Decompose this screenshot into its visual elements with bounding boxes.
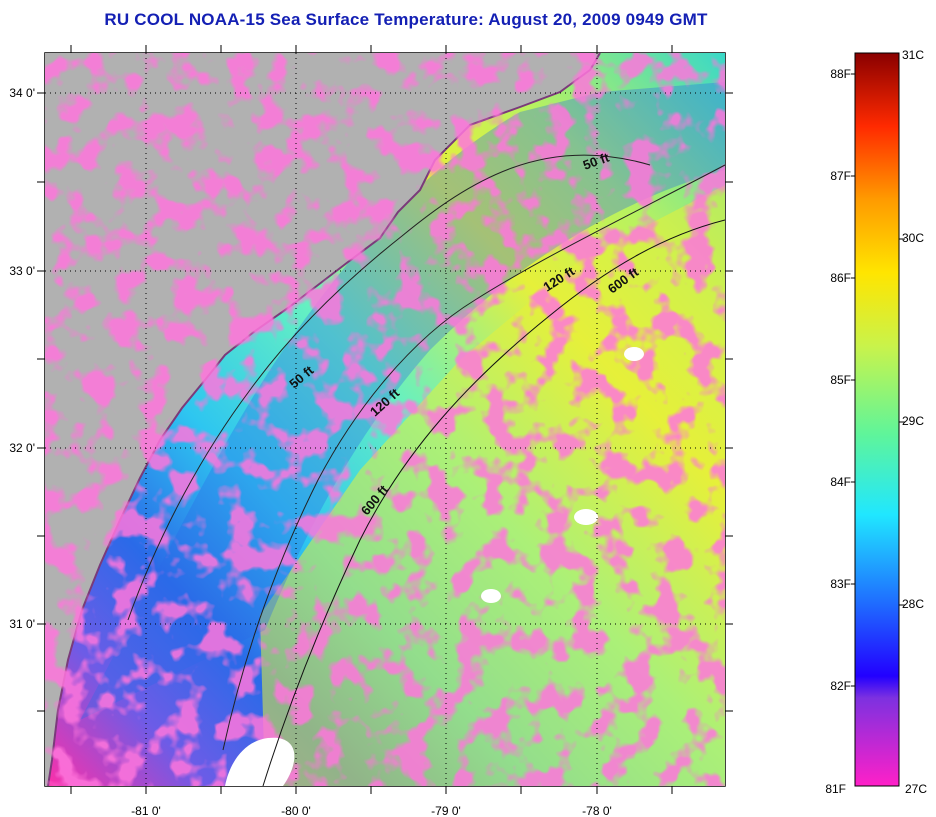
- map-canvas: [45, 53, 725, 786]
- lon-label-78: -78 0': [582, 804, 612, 817]
- lon-label-81: -81 0': [131, 804, 161, 817]
- lat-label-32: 32 0': [9, 441, 35, 455]
- isobath-120-line: [222, 164, 725, 751]
- colorbar-label-30c: 30C: [902, 231, 924, 245]
- cloud-patch: [624, 347, 644, 361]
- cloud-patch: [481, 589, 501, 603]
- colorbar-label-85f: 85F: [830, 373, 851, 387]
- lat-label-33: 33 0': [9, 264, 35, 278]
- map-title: RU COOL NOAA-15 Sea Surface Temperature:…: [104, 10, 708, 29]
- cloud-patch: [574, 509, 598, 525]
- colorbar-label-81f: 81F: [825, 782, 846, 796]
- cloud-mask-bottom-left: [225, 737, 295, 786]
- lat-label-31: 31 0': [9, 617, 35, 631]
- graticule: [45, 53, 725, 786]
- lon-label-79: -79 0': [431, 804, 461, 817]
- colorbar-label-86f: 86F: [830, 271, 851, 285]
- colorbar-label-29c: 29C: [902, 414, 924, 428]
- colorbar-label-84f: 84F: [830, 475, 851, 489]
- colorbar-label-88f: 88F: [830, 67, 851, 81]
- longitude-ticks: [70, 45, 673, 794]
- colorbar-label-87f: 87F: [830, 169, 851, 183]
- colorbar-label-83f: 83F: [830, 577, 851, 591]
- colorbar-label-31c: 31C: [902, 48, 924, 62]
- longitude-labels: -81 0' -80 0' -79 0' -78 0': [131, 804, 612, 817]
- colorbar-label-28c: 28C: [902, 597, 924, 611]
- lat-label-34: 34 0': [9, 86, 35, 100]
- isobath-50-line: [127, 154, 651, 621]
- lon-label-80: -80 0': [281, 804, 311, 817]
- temperature-colorbar: 88F 87F 86F 85F 84F 83F 82F 81F 31C 30C …: [825, 48, 927, 796]
- colorbar-label-27c: 27C: [905, 782, 927, 796]
- cold-anomaly-speckles: [45, 53, 725, 786]
- colorbar-gradient: [854, 52, 900, 787]
- latitude-ticks: [37, 92, 733, 712]
- isobath-600-line: [262, 219, 725, 786]
- latitude-labels: 34 0' 33 0' 32 0' 31 0': [9, 86, 35, 631]
- colorbar-label-82f: 82F: [830, 679, 851, 693]
